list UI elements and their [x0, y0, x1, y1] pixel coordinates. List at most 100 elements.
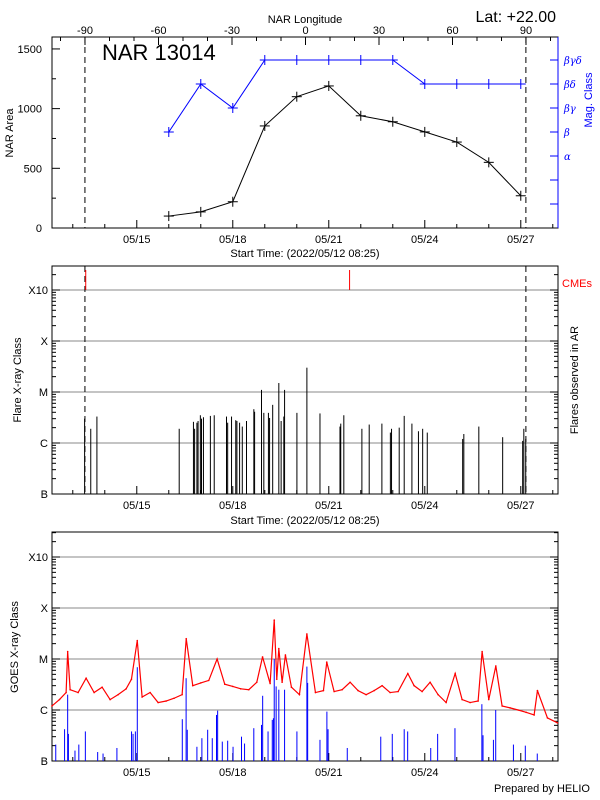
- panel2-x-tick-label: 05/18: [219, 500, 247, 512]
- goes-long-channel-point: [365, 693, 367, 696]
- goes-long-channel-point: [397, 690, 399, 693]
- panel1-x-tick-label: 05/27: [507, 234, 535, 246]
- goes-long-channel-point: [93, 691, 95, 694]
- panel1-y-tick-label: 1000: [18, 104, 42, 116]
- panel2-x-tick-label: 05/21: [315, 500, 343, 512]
- panel2-y-tick-label: C: [40, 438, 48, 450]
- panel3-plot-frame: [51, 531, 559, 762]
- goes-long-channel-point: [501, 705, 503, 707]
- goes-long-channel-point: [325, 661, 328, 663]
- goes-long-channel-point: [546, 717, 549, 719]
- goes-long-channel-point: [306, 633, 308, 635]
- goes-long-channel-point: [255, 681, 258, 684]
- longitude-tick-label: 90: [520, 25, 532, 37]
- longitude-tick-label: 60: [446, 25, 458, 37]
- panel2-ylabel: Flare X-ray Class: [12, 337, 24, 422]
- goes-long-channel-point: [117, 693, 119, 696]
- panel2-x-tick-label: 05/15: [123, 500, 151, 512]
- goes-long-channel-point: [290, 686, 293, 688]
- goes-long-channel-point: [461, 698, 463, 701]
- panel2-y2label: Flares observed in AR: [569, 326, 581, 434]
- goes-long-channel-point: [101, 686, 103, 688]
- mag-class-tick-label: βγ: [563, 104, 576, 115]
- goes-long-channel-point: [157, 701, 159, 704]
- goes-long-channel-point: [181, 693, 183, 696]
- goes-long-channel-point: [437, 693, 439, 696]
- goes-long-channel-point: [357, 689, 359, 692]
- goes-long-channel-point: [191, 684, 194, 687]
- top-axis-label: NAR Longitude: [268, 14, 343, 26]
- panel2-y-tick-label: X: [41, 336, 49, 348]
- cme-label: CMEs: [562, 278, 592, 290]
- goes-long-channel-point: [231, 685, 234, 688]
- panel2-y-tick-label: B: [41, 489, 48, 501]
- longitude-tick-label: -60: [151, 25, 167, 37]
- panel1-xlabel: Start Time: (2022/05/12 08:25): [230, 248, 379, 260]
- panel1-x-tick-label: 05/24: [411, 234, 439, 246]
- panel3-y-tick-label: B: [41, 756, 48, 768]
- goes-long-channel-point: [509, 707, 511, 709]
- goes-long-channel-point: [314, 691, 317, 694]
- panel3-x-tick-label: 05/18: [219, 767, 247, 779]
- goes-long-channel-point: [199, 682, 202, 684]
- panel2-y-tick-label: X10: [28, 285, 48, 297]
- goes-long-channel-point: [333, 690, 335, 693]
- mag-class-line: [168, 59, 521, 133]
- mag-class-tick-label: βδ: [563, 80, 576, 91]
- panel1-y-tick-label: 0: [36, 223, 42, 235]
- goes-long-channel-point: [429, 681, 431, 684]
- nar-area-line: [168, 85, 522, 217]
- goes-long-channel-point: [533, 714, 535, 716]
- goes-long-channel-point: [149, 691, 151, 694]
- goes-long-channel-point: [481, 650, 483, 653]
- goes-long-channel-point: [125, 688, 127, 690]
- goes-long-channel-point: [413, 684, 415, 687]
- goes-long-channel-point: [77, 691, 79, 694]
- goes-long-channel-point: [273, 619, 276, 621]
- goes-long-channel-point: [65, 691, 67, 694]
- goes-long-channel-point: [239, 688, 242, 690]
- goes-long-channel-point: [165, 700, 167, 702]
- goes-long-channel-point: [322, 689, 325, 692]
- panel1-y-tick-label: 500: [24, 163, 42, 175]
- goes-long-channel-point: [525, 711, 527, 714]
- goes-long-channel-point: [85, 677, 87, 680]
- panel1-ylabel: NAR Area: [4, 108, 16, 158]
- panel1-x-tick-label: 05/21: [315, 234, 343, 246]
- panel3-y-tick-label: X10: [28, 552, 48, 564]
- mag-class-tick-label: βγδ: [563, 56, 582, 67]
- goes-long-channel-point: [469, 701, 471, 704]
- goes-long-channel-point: [477, 700, 479, 702]
- panel2-y-tick-label: M: [39, 387, 48, 399]
- longitude-tick-label: 30: [373, 25, 385, 37]
- goes-long-channel-point: [141, 696, 143, 698]
- panel3-x-tick-label: 05/21: [315, 767, 343, 779]
- goes-long-channel-point: [185, 637, 188, 640]
- longitude-tick-label: -90: [77, 25, 93, 37]
- goes-long-channel-point: [407, 672, 409, 675]
- latitude-label: Lat: +22.00: [475, 9, 556, 26]
- prepared-by-label: Prepared by HELIO: [494, 783, 590, 795]
- goes-long-channel-point: [130, 678, 133, 681]
- goes-long-channel-point: [341, 688, 343, 691]
- panel1-x-tick-label: 05/18: [219, 234, 247, 246]
- goes-long-channel-point: [373, 689, 375, 692]
- panel3-ylabel: GOES X-ray Class: [9, 601, 21, 693]
- goes-long-channel-point: [536, 689, 539, 692]
- goes-long-channel-point: [278, 647, 280, 650]
- panel3-y-tick-label: M: [39, 654, 48, 666]
- goes-long-channel-point: [66, 650, 69, 653]
- mag-class-tick-label: β: [563, 128, 570, 139]
- goes-long-channel-point: [556, 722, 559, 724]
- goes-long-channel-point: [445, 701, 447, 704]
- goes-long-channel-point: [389, 691, 391, 694]
- goes-long-channel-point: [207, 679, 210, 682]
- goes-long-channel-point: [381, 684, 383, 687]
- goes-long-channel-point: [69, 688, 71, 691]
- goes-long-channel-point: [51, 705, 53, 707]
- goes-long-channel-point: [421, 690, 423, 693]
- longitude-tick-label: -30: [224, 25, 240, 37]
- panel1-x-tick-label: 05/15: [123, 234, 151, 246]
- goes-long-channel-point: [275, 678, 278, 681]
